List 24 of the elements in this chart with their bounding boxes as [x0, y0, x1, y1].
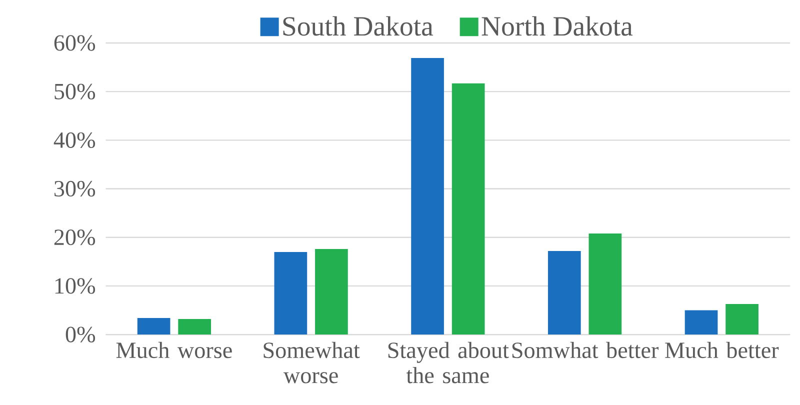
bar: [684, 310, 718, 335]
x-tick-label: Stayed about the same: [388, 342, 509, 384]
y-tick-label: 20%: [54, 230, 96, 246]
y-tick-label: 30%: [54, 181, 96, 197]
x-tick-label: Somwhat better: [512, 342, 659, 358]
legend-label: North Dakota: [482, 16, 633, 36]
y-tick-label: 40%: [54, 132, 96, 148]
x-tick-label: Somewhat worse: [264, 342, 360, 384]
y-tick-label: 50%: [54, 84, 96, 100]
bar: [315, 249, 348, 335]
bar: [548, 251, 581, 335]
bar: [452, 83, 485, 335]
bar: [274, 252, 308, 335]
y-tick-label: 10%: [55, 278, 96, 294]
bar: [137, 318, 170, 335]
bar: [726, 304, 758, 335]
bar: [178, 319, 212, 335]
x-tick-label: Much better: [665, 342, 779, 358]
y-tick-label: 60%: [54, 35, 96, 52]
x-tick-label: Much worse: [116, 342, 232, 358]
bar: [411, 58, 444, 335]
legend-label: South Dakota: [283, 16, 434, 36]
bar: [588, 234, 622, 335]
y-tick-label: 0%: [66, 326, 96, 343]
